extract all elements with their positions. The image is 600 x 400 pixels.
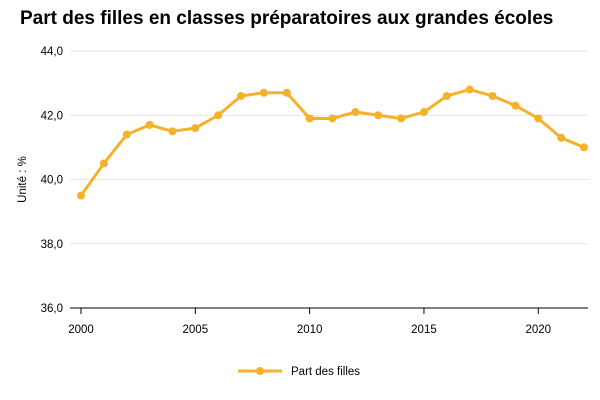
- data-point[interactable]: [77, 191, 85, 200]
- data-point[interactable]: [237, 91, 246, 100]
- y-tick-label: 42,0: [41, 110, 63, 122]
- x-tick-label: 2010: [297, 324, 323, 336]
- x-tick-label: 2005: [183, 324, 209, 336]
- y-axis-title: Unité : %: [17, 156, 29, 203]
- y-tick-label: 36,0: [41, 303, 63, 315]
- data-point[interactable]: [442, 91, 451, 100]
- data-point[interactable]: [534, 114, 543, 123]
- data-point[interactable]: [214, 111, 223, 120]
- data-point[interactable]: [374, 111, 383, 120]
- data-point[interactable]: [328, 114, 337, 123]
- data-point[interactable]: [580, 143, 588, 152]
- data-point[interactable]: [465, 85, 474, 94]
- data-point[interactable]: [282, 88, 291, 97]
- data-point[interactable]: [122, 130, 131, 139]
- series-layer: [77, 85, 588, 200]
- data-point[interactable]: [419, 108, 428, 117]
- data-point[interactable]: [305, 114, 314, 123]
- data-point[interactable]: [168, 127, 177, 136]
- x-axis: [70, 307, 588, 314]
- data-point[interactable]: [488, 91, 497, 100]
- y-tick-label: 38,0: [41, 239, 63, 251]
- data-point[interactable]: [259, 88, 268, 97]
- legend[interactable]: Part des filles: [238, 366, 360, 378]
- x-tick-label: 2000: [68, 324, 94, 336]
- y-tick-label: 40,0: [41, 175, 63, 187]
- data-point[interactable]: [191, 124, 200, 133]
- chart-title: Part des filles en classes préparatoires…: [20, 8, 553, 29]
- x-axis-tick-labels: 2000 2005 2010 2015 2020: [68, 324, 551, 336]
- y-tick-label: 44,0: [41, 46, 63, 58]
- data-point[interactable]: [351, 108, 360, 117]
- x-tick-label: 2015: [411, 324, 437, 336]
- y-axis-tick-labels: 36,0 38,0 40,0 42,0 44,0: [41, 46, 63, 315]
- legend-label-part-des-filles: Part des filles: [291, 366, 360, 378]
- data-point[interactable]: [145, 120, 154, 129]
- data-point[interactable]: [557, 133, 566, 142]
- data-point[interactable]: [397, 114, 406, 123]
- x-tick-label: 2020: [525, 324, 551, 336]
- data-point[interactable]: [99, 159, 108, 168]
- data-point[interactable]: [511, 101, 520, 110]
- legend-marker-swatch: [256, 367, 264, 375]
- gridlines: [70, 50, 588, 245]
